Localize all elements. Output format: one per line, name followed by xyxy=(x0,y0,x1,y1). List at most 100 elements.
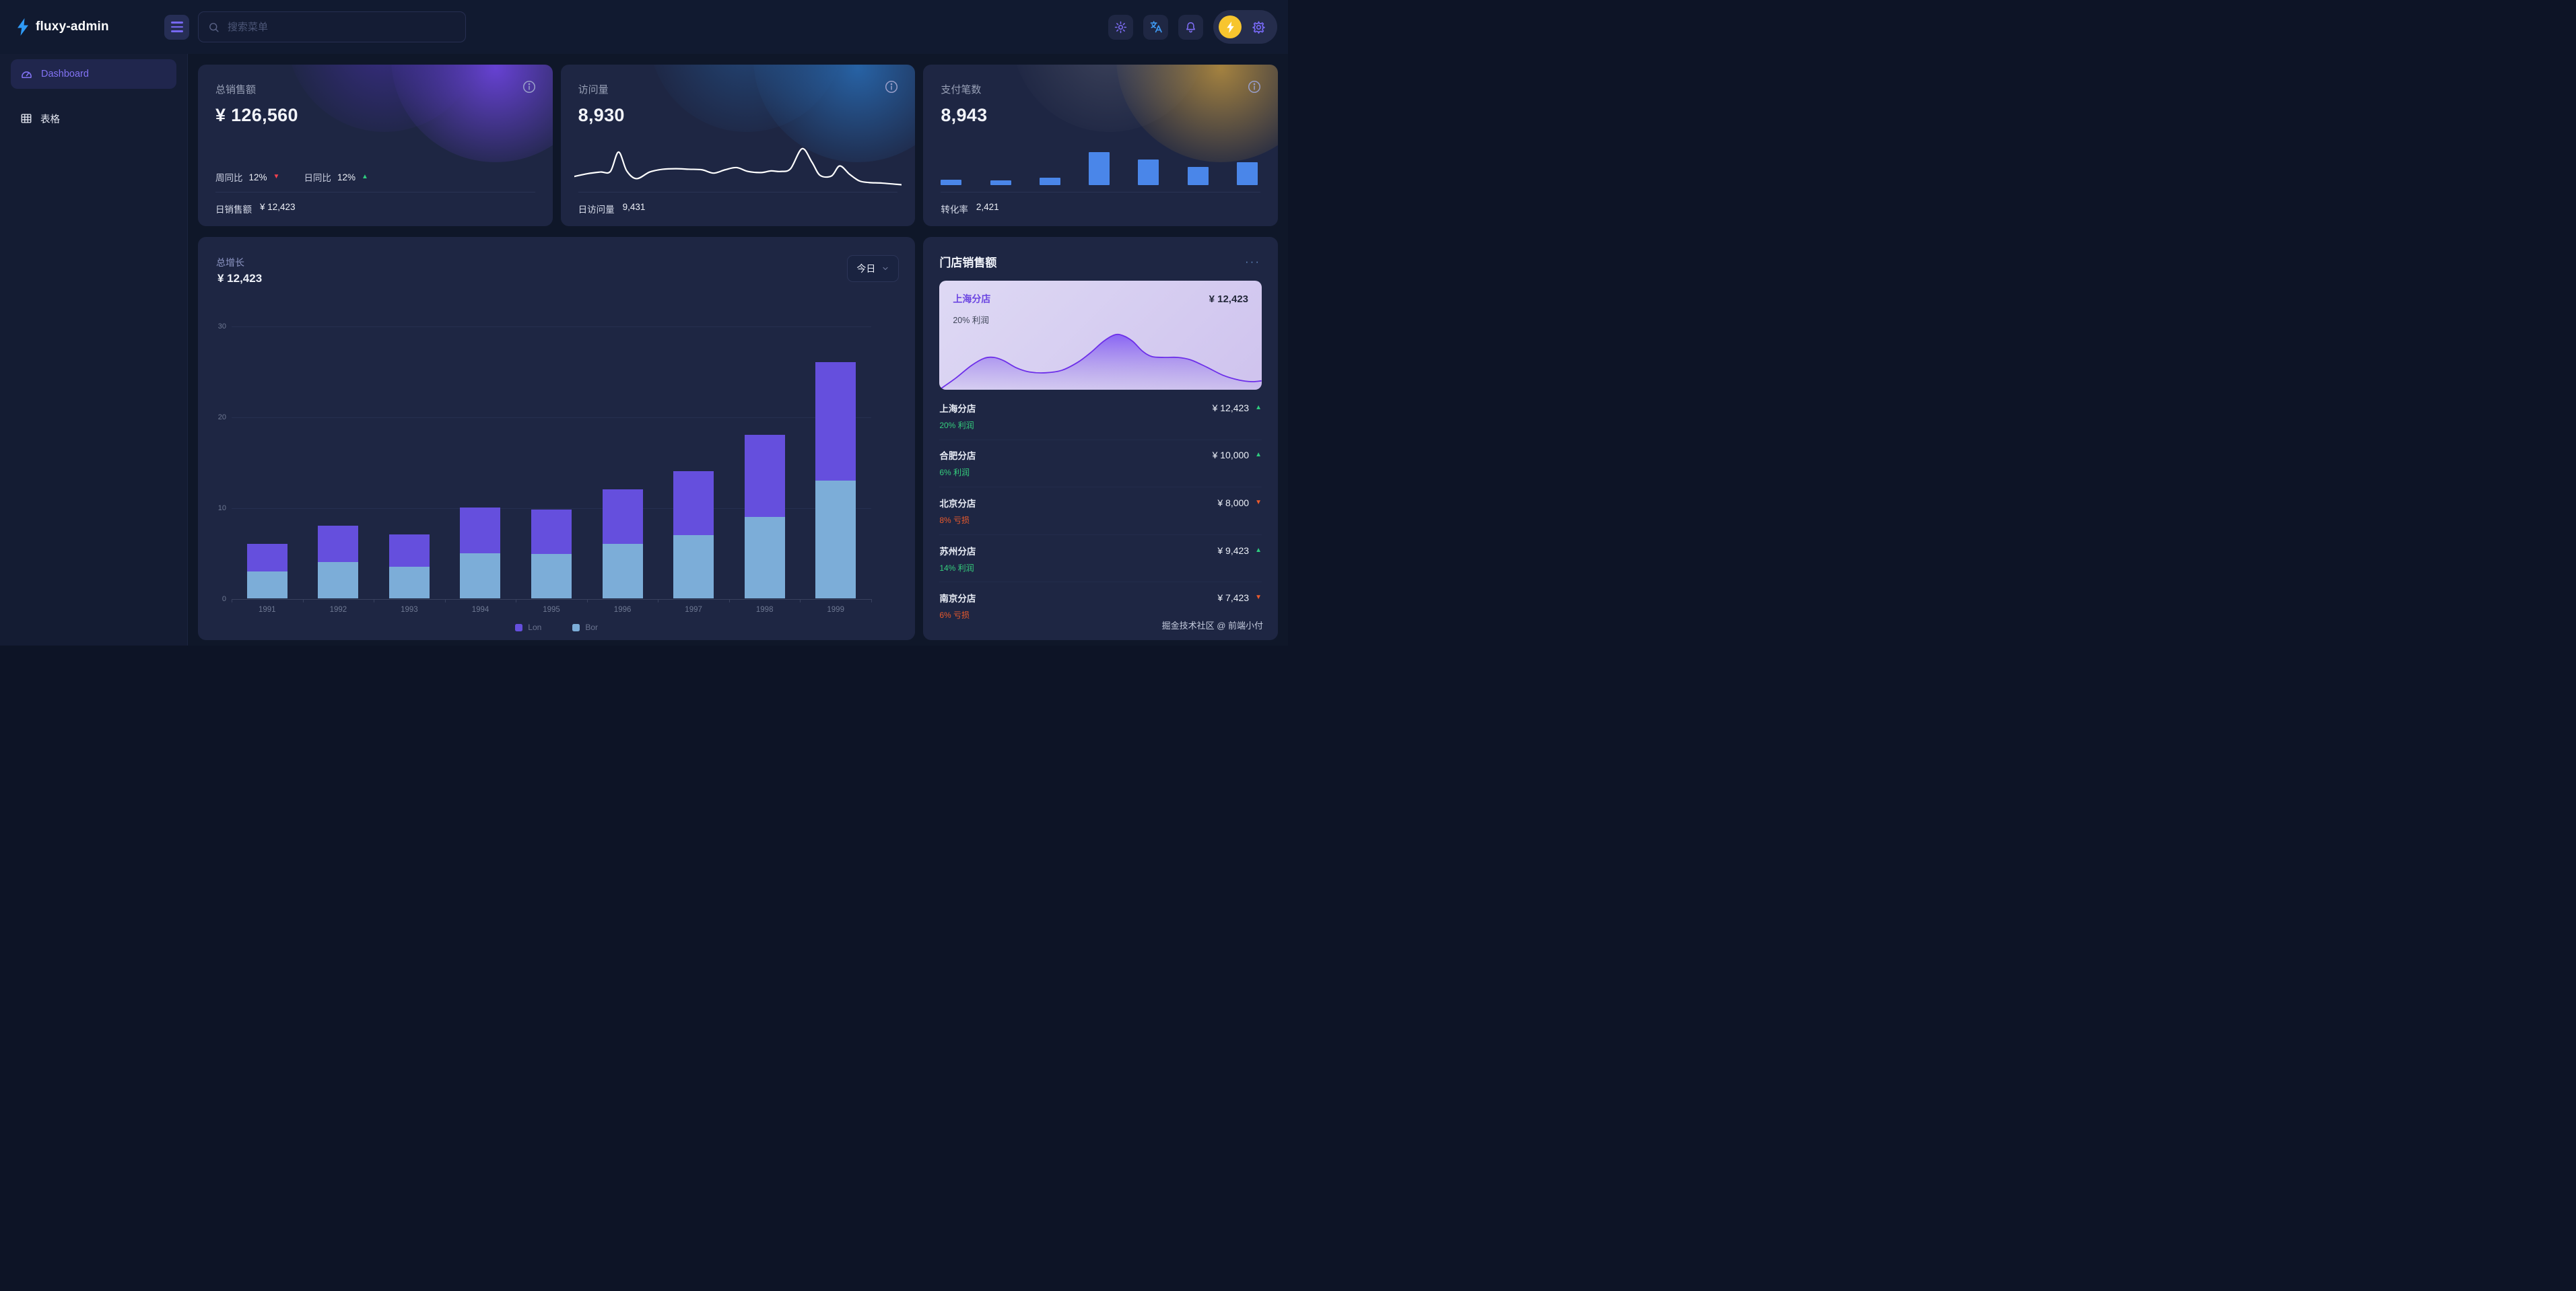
legend-label: Lon xyxy=(528,623,542,632)
panel-title: 门店销售额 xyxy=(939,256,997,269)
divider xyxy=(215,192,535,193)
y-axis-label: 0 xyxy=(222,595,226,603)
x-axis-tick xyxy=(728,599,730,602)
bar-segment-bor xyxy=(815,480,856,598)
chevron-down-icon xyxy=(883,267,888,271)
x-axis-tick xyxy=(871,599,872,602)
footer-value: 2,421 xyxy=(976,202,999,212)
store-value: ¥ 12,423 xyxy=(1212,402,1250,413)
card-value: 8,930 xyxy=(578,105,625,125)
main-content: 总销售额 ¥ 126,560 周同比 12% ▼ 日同比 12% ▲ 日销售额 ¥ 12,… xyxy=(188,54,1288,646)
x-axis-tick xyxy=(800,599,801,602)
brand: fluxy-admin xyxy=(0,18,164,36)
store-note: 20% 利润 xyxy=(939,420,974,430)
stacked-bar-1992 xyxy=(318,526,359,598)
dashboard-gauge-icon xyxy=(22,71,32,78)
store-row[interactable]: 北京分店 ¥ 8,000 ▼ 8% 亏损 xyxy=(939,487,1262,534)
store-row[interactable]: 上海分店 ¥ 12,423 ▲ 20% 利润 xyxy=(939,392,1262,440)
translate-icon[interactable] xyxy=(1143,14,1168,40)
watermark: 掘金技术社区 @ 前端小付 xyxy=(1161,621,1263,631)
brand-name: fluxy-admin xyxy=(36,20,109,34)
x-axis-tick xyxy=(444,599,446,602)
chart-value: ¥ 12,423 xyxy=(217,272,263,285)
info-icon[interactable] xyxy=(1246,78,1263,96)
bar-segment-lon xyxy=(318,526,359,562)
bar-segment-bor xyxy=(318,562,359,598)
gridline: 10 xyxy=(218,504,871,512)
triangle-down-icon: ▼ xyxy=(1255,594,1262,602)
legend-swatch xyxy=(515,623,523,631)
settings-gear-icon[interactable] xyxy=(1252,20,1266,34)
card-title: 支付笔数 xyxy=(941,84,982,96)
store-name: 北京分店 xyxy=(939,498,976,509)
bar-segment-lon xyxy=(531,509,572,554)
card-value: ¥ 126,560 xyxy=(215,105,298,125)
card-total-sales: 总销售额 ¥ 126,560 周同比 12% ▼ 日同比 12% ▲ 日销售额 ¥ 12,… xyxy=(198,65,553,226)
mini-bar xyxy=(941,180,962,185)
gridline: 20 xyxy=(218,413,871,421)
card-visits: 访问量 8,930 日访问量 9,431 xyxy=(560,65,916,226)
x-axis-label: 1992 xyxy=(329,606,347,614)
triangle-up-icon: ▲ xyxy=(1255,451,1262,459)
y-axis-label: 20 xyxy=(217,413,226,421)
sidebar-item-table[interactable]: 表格 xyxy=(11,104,176,133)
store-name: 南京分店 xyxy=(939,594,976,604)
search-icon xyxy=(209,22,219,32)
bolt-icon[interactable] xyxy=(1219,15,1242,38)
card-footer: 转化率 2,421 xyxy=(941,193,1260,215)
store-note: 14% 利润 xyxy=(939,563,974,573)
legend-item-lon[interactable]: Lon xyxy=(515,623,541,632)
info-icon[interactable] xyxy=(883,78,900,96)
quick-settings-pill xyxy=(1213,10,1277,44)
more-icon[interactable]: ··· xyxy=(1245,255,1260,268)
store-note: 6% 利润 xyxy=(939,468,970,478)
stacked-bar-1993 xyxy=(388,534,430,598)
store-value: ¥ 7,423 xyxy=(1217,592,1250,604)
card-footer: 日销售额 ¥ 12,423 xyxy=(215,193,535,215)
bar-segment-lon xyxy=(815,362,856,481)
bar-segment-lon xyxy=(460,508,501,553)
growth-stacked-bar-chart: 0 10 20 30 1991 1992 1993 1994 1995 1996 1997 1998 1… xyxy=(218,322,872,614)
date-range-select[interactable]: 今日 xyxy=(847,255,900,282)
app-root: fluxy-admin xyxy=(0,0,1288,646)
sidebar-toggle-button[interactable] xyxy=(164,14,189,40)
store-row[interactable]: 合肥分店 ¥ 10,000 ▲ 6% 利润 xyxy=(939,439,1262,487)
x-axis-label: 1994 xyxy=(471,606,489,614)
sidebar-item-label: 表格 xyxy=(40,114,60,125)
card-payments: 支付笔数 8,943 转化率 2,421 xyxy=(923,65,1278,226)
sidebar-item-dashboard[interactable]: Dashboard xyxy=(11,59,176,89)
x-axis-label: 1999 xyxy=(827,606,844,614)
card-growth-chart: 总增长 ¥ 12,423 今日 0 10 20 30 1991 1992 1993 1994 1… xyxy=(198,237,916,640)
trend-down: 周同比 12% ▼ xyxy=(215,172,280,184)
x-axis-tick xyxy=(302,599,304,602)
store-row[interactable]: 南京分店 ¥ 7,423 ▼ 6% 亏损 xyxy=(939,582,1262,629)
stacked-bar-1999 xyxy=(815,362,856,598)
x-axis-label: 1995 xyxy=(543,606,560,614)
bar-segment-bor xyxy=(246,571,287,598)
x-axis-label: 1997 xyxy=(685,606,702,614)
bell-icon[interactable] xyxy=(1178,14,1203,40)
sidebar: Dashboard 表格 xyxy=(0,54,188,646)
search-box xyxy=(198,11,466,42)
info-icon[interactable] xyxy=(520,78,538,96)
gridline: 0 xyxy=(222,595,871,603)
store-row[interactable]: 苏州分店 ¥ 9,423 ▲ 14% 利润 xyxy=(939,534,1262,582)
x-axis-label: 1996 xyxy=(613,606,632,614)
theme-sun-icon[interactable] xyxy=(1108,14,1133,40)
search-input[interactable] xyxy=(226,20,456,34)
bar-segment-lon xyxy=(744,435,785,517)
featured-area-chart xyxy=(939,325,1262,390)
bar-segment-bor xyxy=(744,516,785,598)
featured-store-card[interactable]: 上海分店 ¥ 12,423 20% 利润 xyxy=(939,281,1262,390)
footer-label: 日访问量 xyxy=(578,205,615,215)
payments-minibar-chart xyxy=(941,151,1258,185)
stacked-bar-1998 xyxy=(744,435,785,598)
store-value: ¥ 10,000 xyxy=(1212,450,1250,461)
visits-sparkline-chart xyxy=(574,142,902,186)
mini-bar xyxy=(1138,159,1159,185)
triangle-down-icon: ▼ xyxy=(1255,498,1262,506)
legend-item-bor[interactable]: Bor xyxy=(572,623,598,632)
footer-value: 9,431 xyxy=(622,202,646,212)
y-axis-label: 10 xyxy=(217,504,226,512)
bar-segment-bor xyxy=(602,544,643,598)
